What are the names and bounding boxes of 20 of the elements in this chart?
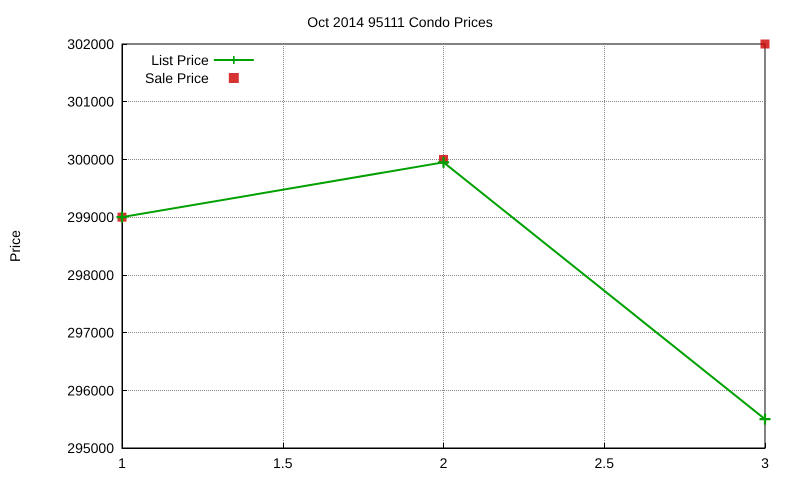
x-tick-label: 3 bbox=[761, 455, 770, 471]
x-tick-label: 1.5 bbox=[273, 455, 293, 471]
legend-label: List Price bbox=[151, 52, 210, 68]
point bbox=[760, 40, 770, 48]
chart-title: Oct 2014 95111 Condo Prices bbox=[307, 14, 493, 30]
y-tick-label: 299000 bbox=[67, 209, 114, 226]
x-tick-label: 2 bbox=[440, 455, 448, 471]
x-tick-label: 2.5 bbox=[594, 455, 614, 471]
y-tick-label: 298000 bbox=[67, 266, 114, 283]
y-tick-label: 301000 bbox=[67, 94, 114, 110]
legend-label: Sale Price bbox=[144, 70, 210, 86]
y-tick-label: 297000 bbox=[67, 324, 114, 341]
y-tick-label: 296000 bbox=[67, 382, 114, 398]
y-tick-label: 295000 bbox=[67, 440, 114, 456]
y-axis-title: Price bbox=[7, 230, 23, 262]
y-tick-label: 300000 bbox=[67, 151, 114, 168]
x-tick-label: 1 bbox=[118, 455, 126, 471]
point bbox=[760, 414, 770, 425]
y-tick-label: 302000 bbox=[67, 36, 114, 52]
point bbox=[438, 156, 449, 168]
